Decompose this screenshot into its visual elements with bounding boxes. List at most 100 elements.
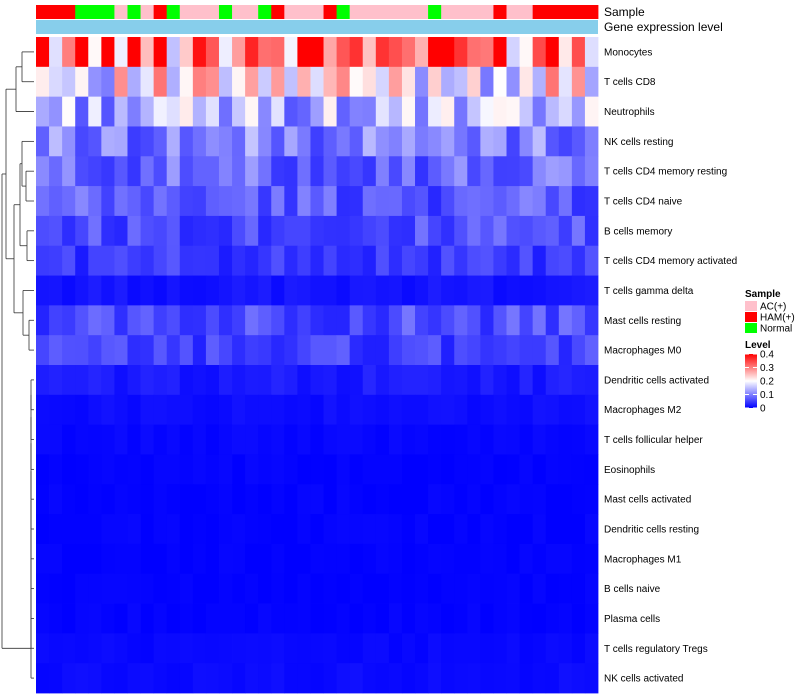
heatmap-cell [532, 96, 547, 127]
heatmap-cell [232, 603, 246, 634]
heatmap-cell [232, 96, 246, 127]
heatmap-cell [245, 37, 259, 68]
heatmap-cell [114, 215, 128, 247]
heatmap-cell [428, 245, 442, 276]
heatmap-cell [36, 394, 50, 426]
sample-annotation-cell [36, 5, 50, 19]
heatmap-cell [401, 96, 416, 127]
heatmap-cell [415, 543, 429, 575]
heatmap-cell [506, 484, 520, 515]
heatmap-cell [545, 514, 560, 545]
heatmap-cell [127, 633, 141, 664]
heatmap-cell [480, 305, 494, 336]
heatmap-cell [519, 66, 534, 98]
heatmap-cell [454, 514, 468, 545]
heatmap-cell [114, 663, 128, 694]
heatmap-cell [558, 215, 573, 247]
heatmap-cell [584, 96, 599, 127]
heatmap-cell [558, 603, 573, 634]
heatmap-cell [415, 37, 429, 68]
sample-annotation-cell [62, 5, 76, 19]
heatmap-cell [192, 424, 207, 455]
heatmap-cell [415, 66, 429, 98]
heatmap-cell [271, 66, 285, 98]
heatmap-cell [127, 573, 141, 604]
heatmap-cell [101, 573, 115, 604]
heatmap-cell [571, 37, 586, 68]
heatmap-cell [428, 424, 442, 455]
heatmap-cell [36, 543, 50, 575]
heatmap-cell [362, 603, 377, 634]
heatmap-cell [310, 514, 324, 545]
heatmap-cell [75, 156, 89, 187]
heatmap-cell [192, 275, 207, 306]
heatmap-cell [271, 424, 285, 455]
heatmap-cell [375, 245, 390, 276]
legend-label: AC(+) [760, 302, 786, 313]
heatmap-cell [310, 633, 324, 664]
heatmap-cell [232, 484, 246, 515]
heatmap-cell [375, 365, 390, 396]
legend: Sample AC(+)HAM(+)Normal Level 0.4 0.3 0.2… [745, 289, 795, 415]
heatmap-cell [310, 96, 324, 127]
heatmap-cell [441, 633, 455, 664]
heatmap-cell [349, 245, 364, 276]
heatmap-cell [245, 66, 259, 98]
heatmap-cell [506, 275, 520, 306]
heatmap-cell [245, 156, 259, 187]
sample-annotation-cell [428, 5, 442, 19]
heatmap-cell [349, 126, 364, 157]
heatmap-cell [415, 215, 429, 247]
heatmap-cell [349, 365, 364, 396]
heatmap-cell [75, 245, 89, 276]
heatmap-cell [192, 245, 207, 276]
heatmap-cell [441, 37, 455, 68]
heatmap-cell [258, 573, 272, 604]
heatmap-cell [506, 633, 520, 664]
heatmap-cell [140, 156, 155, 187]
heatmap-cell [415, 514, 429, 545]
heatmap-cell [114, 484, 128, 515]
heatmap-cell [401, 37, 416, 68]
heatmap-cell [545, 633, 560, 664]
heatmap-cell [571, 66, 586, 98]
heatmap-cell [153, 335, 168, 366]
heatmap-cell [245, 245, 259, 276]
heatmap-cell [297, 394, 311, 426]
heatmap-cell [493, 37, 507, 68]
heatmap-cell [375, 96, 390, 127]
heatmap-cell [49, 424, 63, 455]
heatmap-cell [245, 365, 259, 396]
heatmap-cell [205, 424, 220, 455]
heatmap-cell [258, 454, 272, 485]
heatmap-cell [545, 305, 560, 336]
heatmap-cell [114, 454, 128, 485]
heatmap-cell [258, 215, 272, 247]
sample-annotation-cell [232, 5, 246, 19]
heatmap-cell [153, 305, 168, 336]
heatmap-cell [284, 156, 298, 187]
heatmap-cell [258, 365, 272, 396]
heatmap-cell [571, 663, 586, 694]
heatmap-cell [558, 126, 573, 157]
heatmap-cell [297, 245, 311, 276]
heatmap-cell [192, 186, 207, 217]
gene-expression-track-label: Gene expression level [604, 20, 723, 34]
heatmap-cell [114, 514, 128, 545]
heatmap-cell [179, 484, 194, 515]
heatmap-cell [545, 603, 560, 634]
heatmap-cell [375, 633, 390, 664]
heatmap-cell [388, 454, 403, 485]
heatmap-cell [271, 484, 285, 515]
heatmap-cell [519, 454, 534, 485]
heatmap-cell [49, 573, 63, 604]
heatmap-cell [232, 305, 246, 336]
heatmap-cell [493, 633, 507, 664]
heatmap-cell [493, 484, 507, 515]
heatmap-cell [166, 484, 181, 515]
heatmap-cell [323, 186, 337, 217]
heatmap-cell [284, 215, 298, 247]
heatmap-cell [127, 394, 141, 426]
heatmap-cell [480, 335, 494, 366]
heatmap-cell [232, 245, 246, 276]
